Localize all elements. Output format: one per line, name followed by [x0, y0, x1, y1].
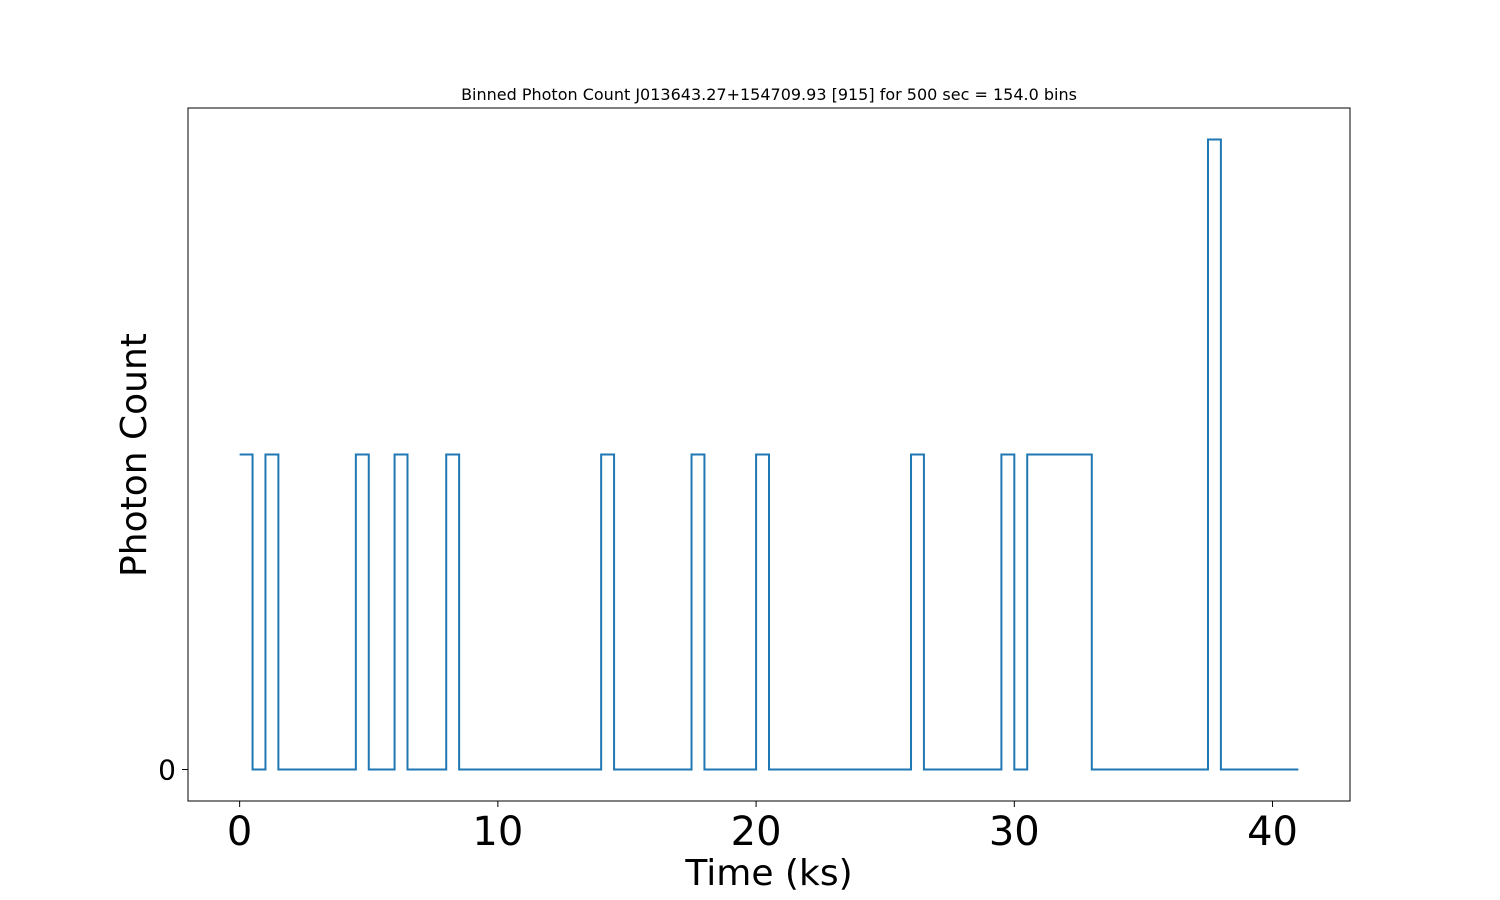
- x-tick-label: 0: [227, 809, 252, 855]
- y-axis-ticks: 0: [158, 754, 188, 787]
- series-layer: [239, 138, 1299, 771]
- x-axis-ticks: 0 10 20 30 40: [227, 801, 1298, 855]
- x-tick-label: 10: [472, 809, 523, 855]
- photon-count-series-line: [239, 138, 1299, 771]
- y-tick-label: 0: [158, 754, 176, 787]
- y-axis-label: Photon Count: [114, 333, 155, 577]
- x-tick-label: 30: [989, 809, 1040, 855]
- x-axis-label: Time (ks): [684, 853, 852, 894]
- x-tick-label: 40: [1247, 809, 1298, 855]
- x-tick-label: 20: [731, 809, 782, 855]
- chart-title: Binned Photon Count J013643.27+154709.93…: [461, 85, 1077, 104]
